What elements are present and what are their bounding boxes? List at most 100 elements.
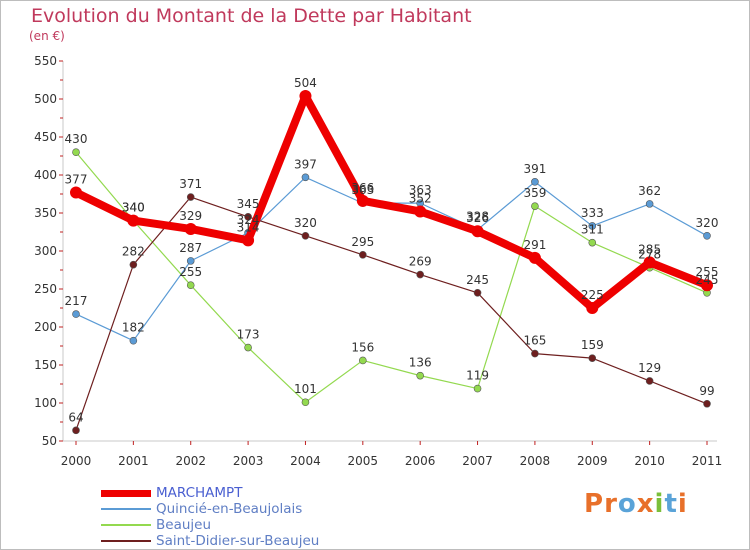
data-point-marchampt <box>356 194 369 207</box>
y-tick-label: 50 <box>42 434 57 448</box>
data-label-saint-didier-sur-beaujeu: 345 <box>237 197 260 211</box>
data-label-marchampt: 340 <box>122 201 145 215</box>
y-tick-label: 150 <box>34 358 57 372</box>
y-tick-label: 450 <box>34 130 57 144</box>
data-label-marchampt: 326 <box>466 211 489 225</box>
data-point-marchampt <box>471 225 484 238</box>
y-tick-label: 400 <box>34 168 57 182</box>
legend-label: Saint-Didier-sur-Beaujeu <box>156 533 320 549</box>
data-point-marchampt <box>414 205 427 218</box>
data-label-saint-didier-sur-beaujeu: 99 <box>699 384 714 398</box>
data-label-beaujeu: 340 <box>122 201 145 215</box>
x-tick-label: 2005 <box>348 454 379 468</box>
x-tick-label: 2004 <box>290 454 321 468</box>
x-tick-label: 2001 <box>118 454 149 468</box>
data-label-saint-didier-sur-beaujeu: 320 <box>294 216 317 230</box>
data-point-beaujeu <box>359 356 367 365</box>
proxiti-logo: Proxiti <box>584 489 688 519</box>
x-tick-label: 2010 <box>634 454 665 468</box>
y-tick-label: 250 <box>34 282 57 296</box>
legend-item-beaujeu: Beaujeu <box>101 517 319 533</box>
data-point-marchampt <box>586 302 599 314</box>
data-point-beaujeu <box>186 281 195 290</box>
data-point-saint-didier-sur-beaujeu <box>72 426 80 435</box>
data-point-quinci-en-beaujolais <box>129 336 138 345</box>
data-label-marchampt: 255 <box>696 265 719 279</box>
data-label-quinci-en-beaujolais: 182 <box>122 321 145 335</box>
data-point-saint-didier-sur-beaujeu <box>531 349 539 358</box>
y-tick-label: 550 <box>34 54 57 68</box>
data-label-quinci-en-beaujolais: 320 <box>696 216 719 230</box>
data-label-quinci-en-beaujolais: 287 <box>179 241 202 255</box>
data-point-marchampt <box>643 256 656 269</box>
data-label-quinci-en-beaujolais: 363 <box>409 183 432 197</box>
data-point-quinci-en-beaujolais <box>531 178 539 186</box>
x-tick-label: 2006 <box>405 454 436 468</box>
data-point-saint-didier-sur-beaujeu <box>186 193 195 201</box>
data-label-beaujeu: 311 <box>581 223 604 237</box>
x-tick-label: 2003 <box>233 454 264 468</box>
data-label-beaujeu: 101 <box>294 382 317 396</box>
data-label-marchampt: 366 <box>351 181 374 195</box>
data-label-saint-didier-sur-beaujeu: 159 <box>581 338 604 352</box>
data-point-saint-didier-sur-beaujeu <box>129 260 138 269</box>
data-label-quinci-en-beaujolais: 363 <box>351 183 374 197</box>
data-point-quinci-en-beaujolais <box>301 173 310 182</box>
data-label-marchampt: 225 <box>581 288 604 302</box>
data-point-marchampt <box>701 279 713 292</box>
data-label-beaujeu: 430 <box>65 132 88 146</box>
series-line-quinci-en-beaujolais <box>75 176 708 342</box>
data-label-quinci-en-beaujolais: 333 <box>581 206 604 220</box>
data-point-beaujeu <box>473 384 482 393</box>
data-point-quinci-en-beaujolais <box>645 200 654 208</box>
series-line-saint-didier-sur-beaujeu <box>75 196 708 431</box>
legend-label: Beaujeu <box>156 517 212 533</box>
data-label-saint-didier-sur-beaujeu: 129 <box>638 361 661 375</box>
series-line-marchampt <box>72 91 711 312</box>
data-label-saint-didier-sur-beaujeu: 282 <box>122 245 145 259</box>
data-label-beaujeu: 119 <box>466 369 489 383</box>
x-tick-label: 2011 <box>692 454 723 468</box>
data-label-beaujeu: 359 <box>523 186 546 200</box>
data-label-beaujeu: 245 <box>696 273 719 287</box>
data-label-beaujeu: 156 <box>351 340 374 354</box>
data-point-saint-didier-sur-beaujeu <box>416 270 424 279</box>
data-point-quinci-en-beaujolais <box>588 222 597 230</box>
legend-swatch <box>101 540 151 542</box>
data-point-quinci-en-beaujolais <box>72 310 80 318</box>
y-tick-label: 300 <box>34 244 57 258</box>
legend-swatch <box>101 524 151 526</box>
line-chart: 50 100 150 200 250 300 350 400 450 500 550 2000 2001… <box>34 54 723 468</box>
y-tick-label: 200 <box>34 320 57 334</box>
chart-legend: MARCHAMPT Quincié-en-Beaujolais Beaujeu Sai… <box>101 485 319 549</box>
series-line-beaujeu <box>75 151 708 403</box>
data-label-quinci-en-beaujolais: 324 <box>237 213 260 227</box>
legend-item-saint-didier-sur-beaujeu: Saint-Didier-sur-Beaujeu <box>101 533 319 549</box>
data-label-beaujeu: 278 <box>638 248 661 262</box>
data-point-saint-didier-sur-beaujeu <box>359 251 367 259</box>
legend-swatch <box>101 508 151 510</box>
data-label-saint-didier-sur-beaujeu: 371 <box>179 177 202 191</box>
data-point-marchampt <box>242 234 255 247</box>
data-label-marchampt: 285 <box>638 242 661 256</box>
data-label-marchampt: 377 <box>65 172 88 186</box>
data-label-marchampt: 504 <box>294 76 317 90</box>
data-point-saint-didier-sur-beaujeu <box>301 232 310 240</box>
data-point-beaujeu <box>531 202 539 210</box>
data-label-marchampt: 329 <box>179 209 202 223</box>
data-point-marchampt <box>528 251 541 264</box>
data-point-beaujeu <box>301 398 310 407</box>
x-tick-label: 2007 <box>462 454 493 468</box>
data-label-marchampt: 352 <box>409 191 432 205</box>
data-point-marchampt <box>184 222 197 235</box>
data-point-saint-didier-sur-beaujeu <box>703 399 711 408</box>
data-label-saint-didier-sur-beaujeu: 64 <box>68 410 83 424</box>
data-label-saint-didier-sur-beaujeu: 245 <box>466 273 489 287</box>
chart-unit: (en €) <box>29 29 65 43</box>
data-point-quinci-en-beaujolais <box>186 257 195 265</box>
legend-item-marchampt: MARCHAMPT <box>101 485 319 501</box>
data-point-beaujeu <box>244 343 252 352</box>
data-point-marchampt <box>70 186 82 199</box>
data-label-saint-didier-sur-beaujeu: 165 <box>523 334 546 348</box>
